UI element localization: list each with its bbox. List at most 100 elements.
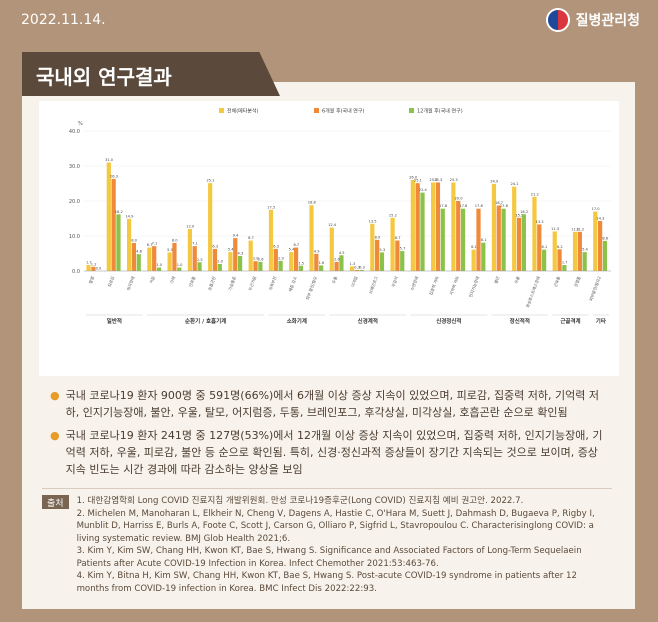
x-tick-label: 식욕부진 [267, 275, 278, 291]
bar [208, 183, 213, 271]
data-label: 25.1 [414, 179, 422, 183]
y-tick-label: 20.0 [69, 199, 80, 205]
bar [593, 211, 598, 271]
legend-swatch [314, 108, 319, 113]
bar [354, 269, 359, 271]
data-label: 25.1 [206, 179, 214, 183]
data-label: 1.3 [349, 262, 355, 266]
bar [298, 265, 304, 271]
bar [339, 255, 344, 271]
bullet-item: ● 국내 코로나19 환자 241명 중 127명(53%)에서 12개월 이상… [50, 427, 610, 478]
data-label: 13.5 [369, 219, 377, 223]
data-label: 2.6 [258, 257, 264, 261]
bar [395, 240, 400, 271]
data-label: 14.3 [596, 216, 604, 220]
bar [131, 243, 137, 271]
bar [233, 238, 238, 271]
bar [456, 201, 461, 271]
data-label: 1.6 [319, 261, 325, 265]
bar [156, 267, 162, 271]
data-label: 14.9 [125, 214, 134, 218]
page-title: 국내외 연구결과 [36, 65, 172, 89]
data-label: 12.0 [186, 225, 195, 229]
emblem-icon [545, 8, 570, 32]
bar [496, 205, 501, 271]
data-label: 0.0 [96, 267, 102, 271]
bar [187, 229, 193, 271]
data-label: 6.7 [147, 243, 153, 247]
bar [379, 252, 385, 271]
x-tick-label: 인지기능장애 [467, 275, 480, 298]
bar [126, 218, 132, 271]
data-label: 8.9 [375, 235, 381, 239]
bar [557, 249, 562, 271]
bar [415, 183, 420, 271]
bullets: ● 국내 코로나19 환자 900명 중 591명(66%)에서 6개월 이상 … [50, 387, 610, 484]
data-label: 26.0 [409, 176, 418, 180]
bar [410, 180, 415, 271]
bar [400, 251, 405, 271]
group-label: 신경계적 [358, 317, 378, 325]
x-tick-label: 수면장애 [409, 275, 420, 291]
data-label: 2.5 [197, 258, 203, 262]
x-tick-label: 브레인포그 [367, 275, 379, 295]
data-label: 17.5 [267, 205, 275, 209]
bar [253, 261, 258, 271]
bar [106, 162, 111, 271]
data-label: 17.8 [475, 204, 484, 208]
legend-label: 6개월 후(국내 연구) [322, 108, 365, 115]
bar [289, 252, 294, 271]
data-label: 4.9 [314, 249, 320, 253]
bullet-text: 국내 코로나19 환자 900명 중 591명(66%)에서 6개월 이상 증상… [65, 389, 600, 419]
bar [537, 224, 542, 271]
date-label: 2022.11.14. [21, 12, 106, 28]
data-label: 2.8 [253, 257, 259, 261]
bar [334, 261, 339, 271]
bar [476, 208, 481, 271]
legend-label: 전체(메타분석) [227, 108, 259, 115]
data-label: 17.8 [500, 204, 509, 208]
x-tick-label: 인후통 [187, 275, 197, 288]
x-tick-label: 두근거림 [247, 275, 258, 291]
references-label: 출처 [42, 495, 69, 509]
data-label: 9.4 [233, 234, 239, 238]
data-label: 1.2 [91, 262, 97, 266]
y-tick-label: 40.0 [69, 129, 80, 135]
reference-item: 1. 대한감염학회 Long COVID 진료지침 개발위원회. 만성 코로나1… [76, 496, 524, 506]
data-label: 18.8 [308, 201, 317, 205]
x-tick-label: 발열 [87, 275, 95, 284]
x-tick-label: 두통 [330, 275, 338, 284]
data-label: 4.3 [238, 251, 244, 255]
bar [481, 242, 486, 271]
y-tick-label: 10.0 [69, 234, 80, 240]
bar [91, 266, 96, 271]
group-label: 순환기 / 호흡기계 [185, 317, 226, 325]
data-label: 1.7 [86, 261, 92, 265]
x-tick-label: 호흡곤란 [206, 275, 217, 291]
data-label: 16.2 [520, 210, 528, 214]
data-label: 21.2 [531, 192, 539, 196]
data-label: 0.3 [354, 265, 360, 269]
bar [375, 239, 380, 271]
bar [258, 261, 263, 271]
data-label: 6.3 [212, 244, 218, 248]
group-label: 소화기계 [287, 317, 307, 325]
data-label: 1.0 [156, 263, 162, 267]
data-label: 5.4 [582, 248, 588, 252]
bar [501, 208, 506, 271]
group-label: 신경정신적 [436, 317, 461, 325]
data-label: 6.7 [294, 243, 300, 247]
bar [572, 231, 578, 271]
bar [111, 178, 116, 271]
data-label: 8.7 [248, 236, 254, 240]
x-tick-label: 피부발진/탈모2 [587, 275, 602, 302]
data-label: 2.6 [334, 257, 340, 261]
data-label: 7.1 [192, 242, 198, 246]
x-tick-label: 집중력 저하 [427, 275, 439, 296]
x-tick-label: 근육통 [552, 275, 562, 288]
bar [314, 253, 319, 271]
data-label: 17.8 [459, 204, 468, 208]
bullet-text: 국내 코로나19 환자 241명 중 127명(53%)에서 12개월 이상 증… [65, 429, 603, 476]
group-label: 기타 [596, 317, 607, 325]
bullet-dot-icon: ● [50, 389, 60, 402]
